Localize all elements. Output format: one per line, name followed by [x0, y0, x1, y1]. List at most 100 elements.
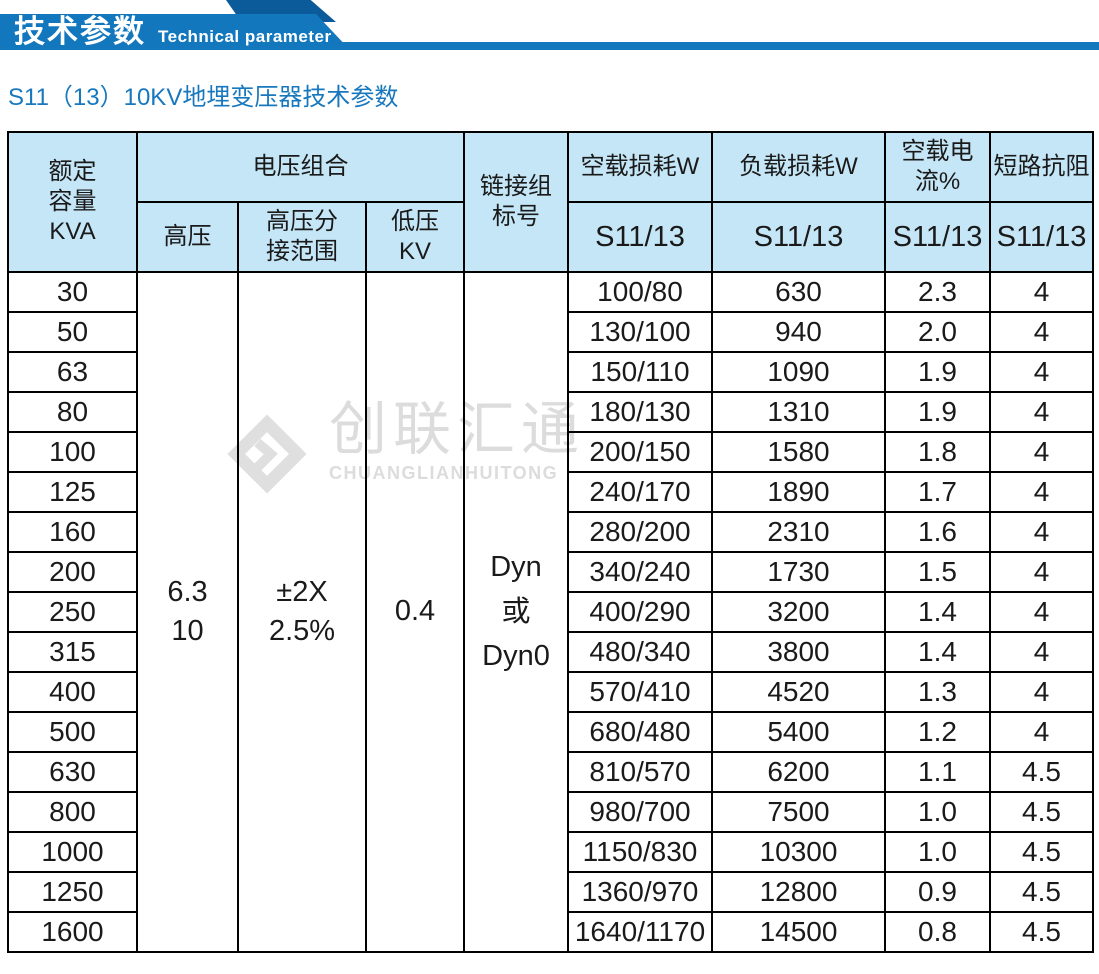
- no-load-loss-cell: 1360/970: [567, 871, 713, 913]
- load-loss-cell: 14500: [711, 911, 886, 953]
- col-header-no-load-loss: 空载损耗W: [567, 131, 713, 203]
- impedance-cell: 4.5: [989, 871, 1094, 913]
- impedance-cell: 4.5: [989, 831, 1094, 873]
- no-load-loss-cell: 400/290: [567, 591, 713, 633]
- no-load-current-cell: 1.9: [884, 351, 991, 393]
- page-header-banner: 技术参数 Technical parameter: [0, 0, 1099, 50]
- capacity-cell: 160: [7, 511, 138, 553]
- col-header-impedance: 短路抗阻: [989, 131, 1094, 203]
- no-load-loss-cell: 240/170: [567, 471, 713, 513]
- no-load-current-cell: 2.3: [884, 271, 991, 313]
- col-header-connection-group: 链接组 标号: [463, 131, 569, 273]
- model-header-impedance: S11/13: [989, 201, 1094, 273]
- spec-table-wrapper: 创联汇通 CHUANGLIANHUITONG 额定 容量 KVA 电压组合 链接…: [7, 131, 1094, 953]
- table-row: 1000 1150/830 10300 1.0 4.5: [7, 831, 1094, 873]
- load-loss-cell: 6200: [711, 751, 886, 793]
- no-load-current-cell: 1.6: [884, 511, 991, 553]
- capacity-cell: 50: [7, 311, 138, 353]
- no-load-loss-cell: 340/240: [567, 551, 713, 593]
- no-load-loss-cell: 180/130: [567, 391, 713, 433]
- impedance-cell: 4: [989, 271, 1094, 313]
- col-header-lv: 低压 KV: [365, 201, 465, 273]
- no-load-loss-cell: 100/80: [567, 271, 713, 313]
- load-loss-cell: 1580: [711, 431, 886, 473]
- no-load-current-cell: 1.7: [884, 471, 991, 513]
- no-load-loss-cell: 200/150: [567, 431, 713, 473]
- impedance-cell: 4: [989, 311, 1094, 353]
- no-load-current-cell: 0.8: [884, 911, 991, 953]
- no-load-loss-cell: 480/340: [567, 631, 713, 673]
- table-row: 250 400/290 3200 1.4 4: [7, 591, 1094, 633]
- page-title-en: Technical parameter: [158, 27, 332, 46]
- capacity-cell: 125: [7, 471, 138, 513]
- table-row: 100 200/150 1580 1.8 4: [7, 431, 1094, 473]
- load-loss-cell: 2310: [711, 511, 886, 553]
- impedance-cell: 4.5: [989, 791, 1094, 833]
- no-load-current-cell: 0.9: [884, 871, 991, 913]
- impedance-cell: 4: [989, 511, 1094, 553]
- connection-group-cell: Dyn 或 Dyn0: [463, 271, 569, 953]
- col-header-no-load-current: 空载电流%: [884, 131, 991, 203]
- no-load-loss-cell: 570/410: [567, 671, 713, 713]
- table-row: 50 130/100 940 2.0 4: [7, 311, 1094, 353]
- table-row: 80 180/130 1310 1.9 4: [7, 391, 1094, 433]
- load-loss-cell: 1310: [711, 391, 886, 433]
- col-header-load-loss: 负载损耗W: [711, 131, 886, 203]
- table-body: 30 6.3 10 ±2X 2.5% 0.4 Dyn 或 Dyn0 100/80 630 2.…: [7, 271, 1094, 953]
- no-load-current-cell: 1.8: [884, 431, 991, 473]
- load-loss-cell: 4520: [711, 671, 886, 713]
- header-ribbon: 技术参数 Technical parameter: [0, 14, 350, 50]
- no-load-loss-cell: 810/570: [567, 751, 713, 793]
- capacity-cell: 1250: [7, 871, 138, 913]
- no-load-current-cell: 2.0: [884, 311, 991, 353]
- no-load-loss-cell: 130/100: [567, 311, 713, 353]
- load-loss-cell: 940: [711, 311, 886, 353]
- no-load-current-cell: 1.3: [884, 671, 991, 713]
- impedance-cell: 4: [989, 631, 1094, 673]
- capacity-cell: 30: [7, 271, 138, 313]
- no-load-current-cell: 1.4: [884, 591, 991, 633]
- section-subtitle: S11（13）10KV地埋变压器技术参数: [8, 84, 399, 111]
- capacity-cell: 400: [7, 671, 138, 713]
- impedance-cell: 4: [989, 671, 1094, 713]
- table-row: 630 810/570 6200 1.1 4.5: [7, 751, 1094, 793]
- load-loss-cell: 7500: [711, 791, 886, 833]
- table-row: 500 680/480 5400 1.2 4: [7, 711, 1094, 753]
- load-loss-cell: 12800: [711, 871, 886, 913]
- capacity-cell: 315: [7, 631, 138, 673]
- capacity-cell: 100: [7, 431, 138, 473]
- impedance-cell: 4: [989, 591, 1094, 633]
- col-header-hv-tap-range: 高压分 接范围: [237, 201, 367, 273]
- no-load-current-cell: 1.4: [884, 631, 991, 673]
- table-row: 400 570/410 4520 1.3 4: [7, 671, 1094, 713]
- technical-parameter-table: 额定 容量 KVA 电压组合 链接组 标号 空载损耗W 负载损耗W 空载电流% …: [7, 131, 1094, 953]
- capacity-cell: 500: [7, 711, 138, 753]
- capacity-cell: 800: [7, 791, 138, 833]
- col-header-voltage-group: 电压组合: [136, 131, 465, 203]
- load-loss-cell: 1090: [711, 351, 886, 393]
- no-load-current-cell: 1.9: [884, 391, 991, 433]
- impedance-cell: 4.5: [989, 751, 1094, 793]
- no-load-current-cell: 1.2: [884, 711, 991, 753]
- capacity-cell: 200: [7, 551, 138, 593]
- load-loss-cell: 3200: [711, 591, 886, 633]
- load-loss-cell: 10300: [711, 831, 886, 873]
- load-loss-cell: 5400: [711, 711, 886, 753]
- no-load-loss-cell: 150/110: [567, 351, 713, 393]
- capacity-cell: 1600: [7, 911, 138, 953]
- no-load-loss-cell: 680/480: [567, 711, 713, 753]
- no-load-loss-cell: 1640/1170: [567, 911, 713, 953]
- impedance-cell: 4.5: [989, 911, 1094, 953]
- header-underline-bar: [0, 42, 1099, 50]
- table-row: 125 240/170 1890 1.7 4: [7, 471, 1094, 513]
- impedance-cell: 4: [989, 551, 1094, 593]
- impedance-cell: 4: [989, 431, 1094, 473]
- capacity-cell: 80: [7, 391, 138, 433]
- table-row: 800 980/700 7500 1.0 4.5: [7, 791, 1094, 833]
- table-row: 315 480/340 3800 1.4 4: [7, 631, 1094, 673]
- header-row-2: 高压 高压分 接范围 低压 KV S11/13 S11/13 S11/13 S1…: [8, 201, 1094, 273]
- col-header-rated-capacity: 额定 容量 KVA: [7, 131, 138, 273]
- table-row: 1600 1640/1170 14500 0.8 4.5: [7, 911, 1094, 953]
- load-loss-cell: 1730: [711, 551, 886, 593]
- impedance-cell: 4: [989, 711, 1094, 753]
